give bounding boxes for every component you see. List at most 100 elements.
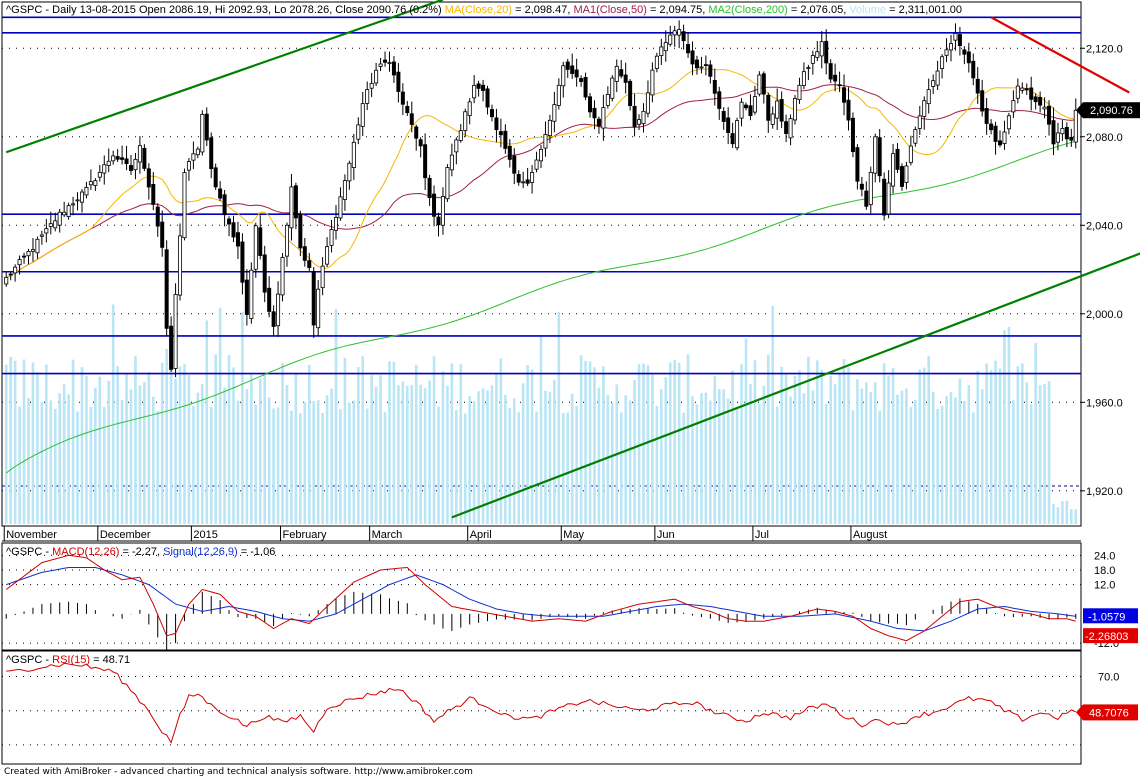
candle-body	[668, 34, 673, 45]
volume-bar	[1034, 342, 1037, 524]
volume-bar	[138, 385, 142, 524]
candle-body	[449, 154, 454, 171]
candle-body	[694, 59, 699, 69]
candle-body	[458, 130, 463, 141]
macd-panel-frame	[1, 542, 1082, 651]
candle-body	[735, 120, 740, 149]
candle-body	[784, 121, 789, 134]
svg-text:^GSPC - Dail: ^GSPC - Daily 13-08-2015 Open 2086.19, H…	[6, 4, 962, 16]
candlesticks	[4, 20, 1078, 378]
candle-body	[347, 162, 352, 182]
signal-line	[6, 567, 1076, 632]
volume-bar	[13, 360, 17, 524]
volume-bar	[1065, 500, 1069, 524]
candle-body	[1002, 131, 1007, 144]
volume-bar	[432, 356, 436, 524]
candle-body	[186, 161, 191, 171]
volume-bar	[588, 361, 592, 524]
volume-bar	[980, 389, 984, 524]
volume-bar	[1061, 501, 1064, 524]
volume-bar	[254, 404, 258, 524]
candle-body	[8, 273, 13, 276]
volume-bar	[169, 355, 173, 524]
candle-body	[169, 325, 174, 370]
candle-body	[703, 64, 708, 67]
candle-body	[565, 61, 570, 70]
candle-body	[235, 232, 240, 247]
volume-bar	[1003, 330, 1006, 524]
candle-body	[267, 287, 272, 312]
candle-body	[472, 84, 477, 99]
candle-body	[374, 69, 379, 84]
candle-body	[440, 196, 445, 226]
candle-body	[819, 41, 824, 57]
candle-body	[690, 50, 695, 65]
title-period: Daily 13-08-2015	[52, 4, 136, 16]
price-panel: 2,120.0 2,080.0 2,040.0 2,000.0 1,960.0 1,920…	[1, 0, 1140, 542]
volume-bar	[40, 402, 44, 524]
volume-bar	[156, 411, 160, 524]
volume-bar	[410, 384, 414, 524]
macd-lines	[5, 554, 1076, 642]
candle-body	[334, 216, 339, 231]
volume-bar	[553, 379, 556, 524]
macd-label: MACD(12,26)	[52, 546, 119, 558]
trendlines	[5, 0, 1140, 519]
volume-bar	[985, 363, 988, 524]
date-label: 2015	[193, 529, 217, 541]
volume-bar	[646, 365, 650, 524]
volume-bar	[303, 402, 307, 524]
candle-body	[84, 187, 89, 196]
signal-value-badge	[1083, 608, 1138, 624]
candle-body	[481, 84, 486, 91]
candle-body	[797, 84, 802, 101]
volume-bar	[321, 412, 324, 524]
candle-body	[948, 43, 953, 51]
candle-body	[111, 155, 116, 162]
candle-body	[106, 160, 111, 166]
volume-bar	[624, 395, 627, 524]
volume-bar	[878, 410, 881, 524]
volume-bar	[628, 400, 632, 524]
volume-bar	[570, 393, 574, 524]
macd-badge-label: -2.26803	[1085, 631, 1128, 643]
volume-bar	[174, 378, 177, 524]
volume-bar	[490, 385, 494, 524]
candle-body	[391, 61, 396, 76]
candle-body	[757, 74, 762, 95]
signal-label: Signal(12,26,9)	[163, 546, 238, 558]
rsi-panel: 70.0 48.7076 ^GSPC - RSI(15) = 48.71	[1, 650, 1138, 765]
candle-body	[547, 119, 552, 136]
ma200-label: MA2(Close,200)	[708, 4, 787, 16]
volume-bar	[455, 409, 458, 524]
volume-bar	[201, 384, 204, 524]
date-label: Jun	[657, 529, 675, 541]
candle-body	[989, 123, 994, 131]
volume-bar	[107, 380, 111, 524]
last-price-badge	[1083, 102, 1140, 119]
volume-bar	[486, 390, 489, 524]
price-tick-label: 2,000.0	[1086, 309, 1123, 321]
macd-histogram	[5, 591, 1077, 653]
candle-body	[806, 67, 811, 69]
volume-bar	[151, 396, 155, 524]
volume-bar	[459, 364, 463, 524]
candle-body	[962, 49, 967, 55]
volume-bar	[865, 382, 868, 524]
footer-credit: Created with AmiBroker - advanced charti…	[4, 767, 473, 777]
volume-bar	[227, 355, 231, 524]
volume-bar	[299, 413, 302, 524]
volume-bar	[673, 359, 676, 524]
candle-body	[574, 69, 579, 78]
candle-body	[1011, 100, 1016, 113]
candle-body	[276, 293, 281, 327]
volume-bar	[468, 396, 471, 524]
ma20-label: MA(Close,20)	[445, 4, 512, 16]
volume-bar	[900, 390, 904, 524]
volume-bar	[236, 400, 240, 524]
candle-body	[940, 56, 945, 69]
volume-bar	[713, 376, 717, 524]
volume-bar	[815, 360, 819, 524]
candle-body	[864, 190, 869, 207]
macd-axis: 24.018.012.0-12.0-1.0579-2.26803	[1083, 550, 1138, 650]
